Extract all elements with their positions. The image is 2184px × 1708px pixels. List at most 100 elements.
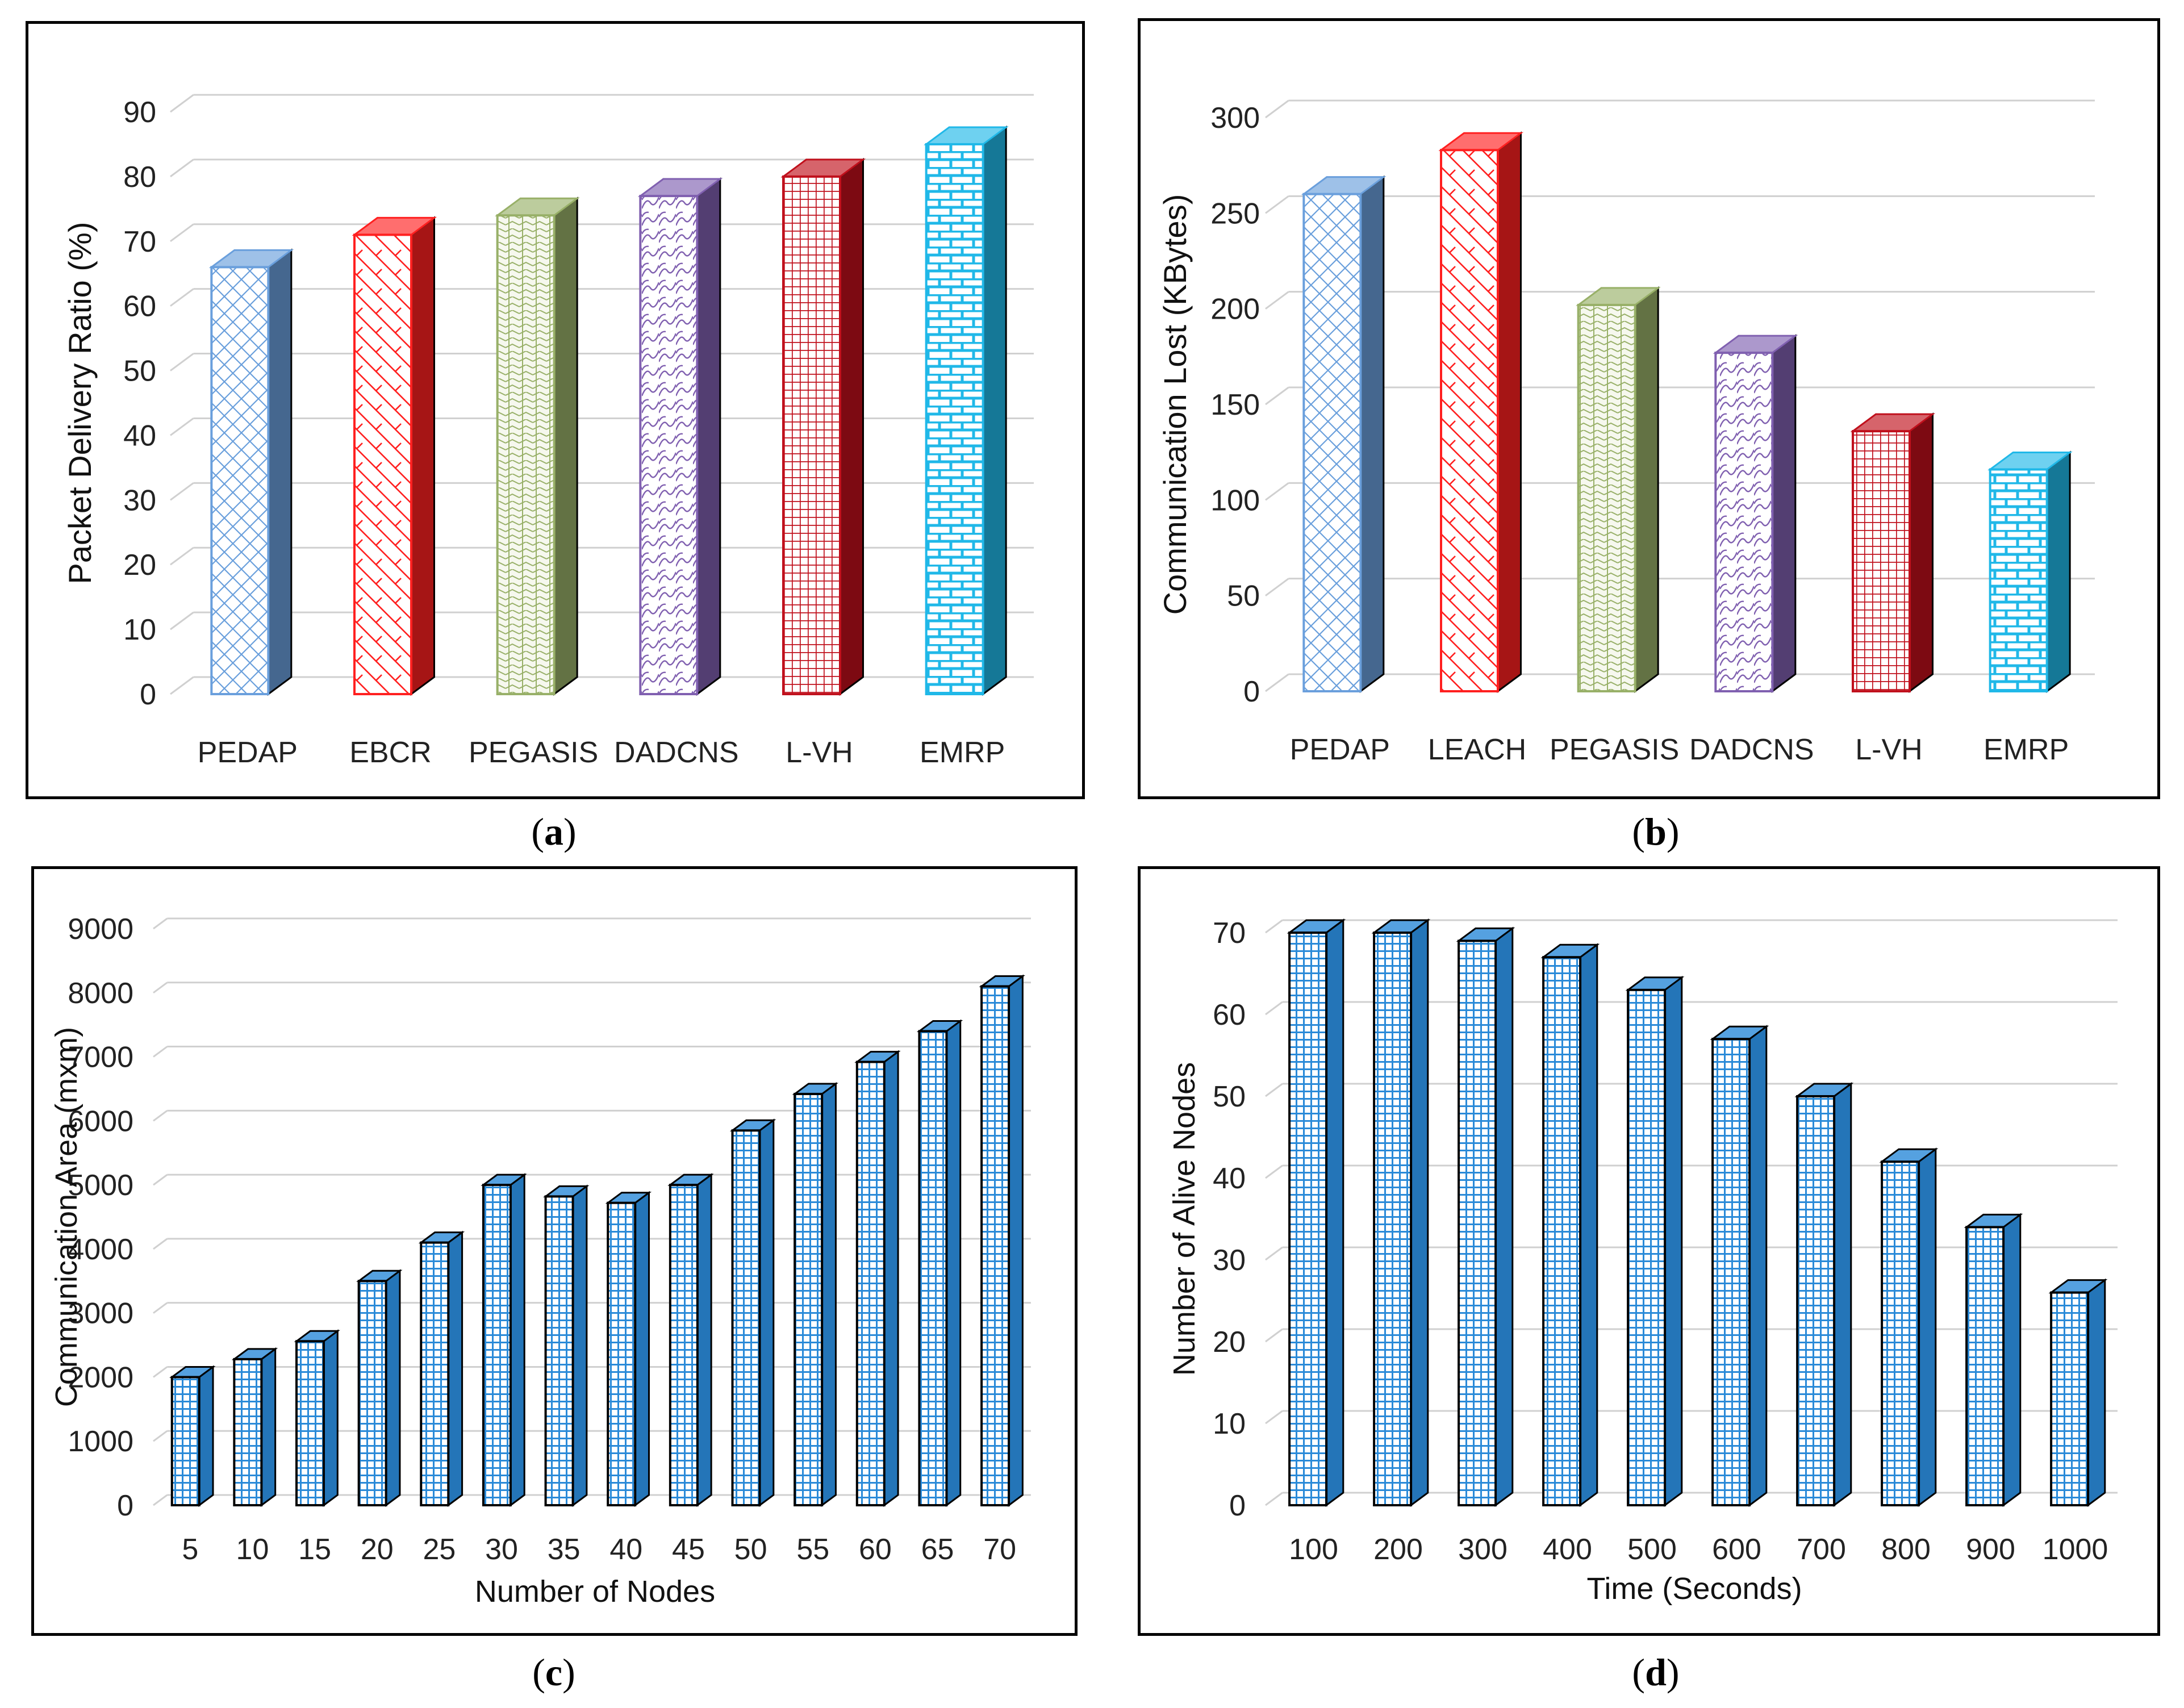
bar-b-5 [1987, 450, 2073, 693]
y-tick-label-d-2: 20 [1213, 1326, 1246, 1359]
bar-d-5 [1710, 1025, 1769, 1507]
y-tick-label-c-1: 1000 [68, 1425, 133, 1458]
caption-a: (a) [531, 810, 577, 853]
gridline-diag-c-3 [153, 1302, 168, 1314]
bar-front-d-1 [1373, 932, 1413, 1506]
y-axis-label-d: Number of Alive Nodes [1167, 1062, 1201, 1376]
caption-d: (d) [1632, 1651, 1680, 1694]
caption-c: (c) [532, 1651, 575, 1694]
bar-b-0 [1301, 175, 1387, 693]
bar-side-c-5 [510, 1173, 525, 1507]
caption-b: (b) [1632, 810, 1680, 853]
y-tick-label-a-1: 10 [123, 613, 156, 646]
y-tick-label-b-2: 100 [1210, 484, 1260, 517]
bar-front-c-10 [794, 1092, 824, 1506]
y-tick-label-c-5: 5000 [68, 1169, 133, 1202]
bar-a-3 [637, 177, 723, 696]
y-tick-label-a-3: 30 [123, 484, 156, 517]
y-tick-label-b-0: 0 [1243, 675, 1260, 708]
bar-side-d-3 [1579, 943, 1598, 1507]
gridline-diag-a-6 [170, 288, 194, 307]
bar-c-13 [979, 974, 1025, 1507]
gridline-diag-d-5 [1265, 1083, 1283, 1097]
bar-a-0 [208, 248, 294, 696]
y-tick-label-d-4: 40 [1213, 1162, 1246, 1195]
x-tick-label-c-1: 10 [236, 1533, 269, 1566]
bar-c-10 [792, 1081, 838, 1507]
bar-front-d-0 [1288, 932, 1328, 1506]
gridline-diag-a-7 [170, 223, 194, 242]
x-tick-label-d-3: 400 [1543, 1533, 1592, 1566]
y-tick-label-d-5: 50 [1213, 1080, 1246, 1113]
bar-front-c-11 [855, 1060, 886, 1507]
x-tick-label-c-6: 35 [548, 1533, 581, 1566]
y-tick-label-a-2: 20 [123, 549, 156, 582]
chart-c-svg: 0 1000 2000 3000 4000 5000 6000 7000 8000 9000 Com… [49, 913, 1031, 1609]
bar-front-a-2 [496, 214, 556, 695]
x-tick-label-d-2: 300 [1458, 1533, 1507, 1566]
x-tick-label-a-3: DADCNS [614, 736, 739, 769]
x-tick-label-a-2: PEGASIS [469, 736, 598, 769]
bar-side-c-6 [572, 1184, 588, 1507]
x-tick-label-b-2: PEGASIS [1550, 733, 1679, 766]
chart-a-svg: 0 10 20 30 40 50 60 70 80 90 Packet Delivery Ratio… [62, 94, 1034, 769]
bar-front-d-2 [1458, 939, 1497, 1506]
bar-side-c-1 [260, 1347, 277, 1507]
y-tick-label-a-4: 40 [123, 419, 156, 452]
bar-c-11 [854, 1050, 901, 1507]
y-tick-label-d-1: 10 [1213, 1408, 1246, 1440]
y-tick-label-c-9: 9000 [68, 913, 133, 946]
y-tick-label-c-7: 7000 [68, 1041, 133, 1074]
bar-side-d-0 [1325, 918, 1344, 1507]
gridline-diag-a-0 [170, 676, 194, 695]
gridline-diag-d-3 [1265, 1246, 1283, 1261]
bar-front-c-0 [170, 1376, 201, 1507]
x-axis-label-c: Number of Nodes [475, 1575, 715, 1609]
bar-side-a-2 [553, 197, 578, 696]
y-tick-label-c-3: 3000 [68, 1297, 133, 1330]
y-tick-label-a-6: 60 [123, 290, 156, 323]
bar-c-0 [169, 1365, 216, 1507]
y-tick-label-b-6: 300 [1210, 102, 1260, 135]
bar-front-b-4 [1852, 430, 1911, 693]
y-tick-label-b-5: 250 [1210, 197, 1260, 230]
bar-d-6 [1794, 1082, 1854, 1507]
bar-side-d-5 [1748, 1025, 1768, 1507]
bar-front-c-4 [420, 1241, 450, 1506]
chart-panel-a: 0 10 20 30 40 50 60 70 80 90 Packet Delivery Ratio… [26, 21, 1085, 799]
x-axis-label-d: Time (Seconds) [1586, 1572, 1802, 1606]
bar-b-1 [1438, 131, 1524, 693]
bar-front-d-3 [1542, 956, 1582, 1506]
bar-b-2 [1576, 286, 1661, 693]
x-tick-label-d-9: 1000 [2043, 1533, 2108, 1566]
x-tick-label-d-4: 500 [1627, 1533, 1677, 1566]
gridline-diag-a-8 [170, 158, 194, 178]
bar-front-d-8 [1965, 1226, 2005, 1507]
bar-a-5 [924, 125, 1009, 696]
x-tick-label-c-9: 50 [734, 1533, 767, 1566]
gridline-diag-d-1 [1265, 1410, 1283, 1425]
bar-front-b-3 [1714, 352, 1774, 692]
x-tick-label-c-12: 65 [921, 1533, 954, 1566]
chart-d-svg: 0 10 20 30 40 50 60 70 Number of Alive Nodes Time… [1167, 917, 2118, 1606]
gridline-diag-d-2 [1265, 1328, 1283, 1343]
x-tick-label-b-1: LEACH [1428, 733, 1526, 766]
y-tick-label-b-4: 200 [1210, 293, 1260, 326]
bar-side-a-3 [696, 177, 721, 696]
bar-c-4 [418, 1230, 465, 1507]
gridline-diag-d-7 [1265, 919, 1283, 934]
x-tick-label-c-8: 45 [672, 1533, 705, 1566]
gridline-diag-d-0 [1265, 1492, 1283, 1506]
x-tick-label-c-5: 30 [485, 1533, 518, 1566]
y-tick-label-b-1: 50 [1227, 580, 1260, 613]
bar-side-a-1 [410, 216, 435, 696]
bar-side-c-8 [696, 1173, 712, 1507]
y-axis-label-b: Communication Lost (KBytes) [1157, 194, 1193, 615]
y-tick-label-a-0: 0 [140, 678, 156, 711]
gridline-diag-a-2 [170, 547, 194, 566]
gridline-diag-c-9 [153, 917, 168, 930]
y-tick-label-a-5: 50 [123, 355, 156, 388]
y-tick-label-c-4: 4000 [68, 1233, 133, 1266]
chart-b-svg: 0 50 100 150 200 250 300 Communication Lost (KB… [1157, 99, 2095, 766]
bar-d-4 [1625, 975, 1685, 1507]
